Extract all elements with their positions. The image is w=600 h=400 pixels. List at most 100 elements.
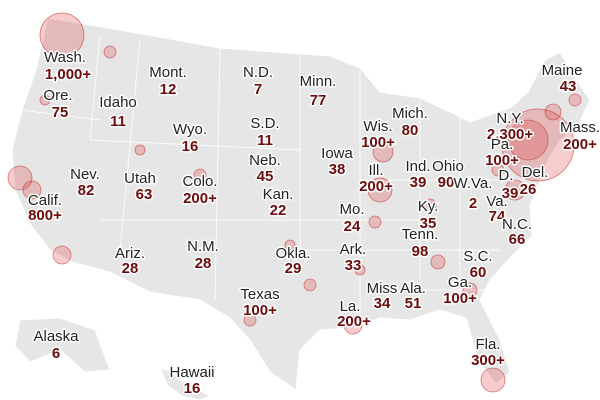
state-name: Mich.: [392, 105, 428, 122]
case-count: 24: [344, 218, 361, 235]
case-circle: [462, 282, 478, 298]
state-name: Maine: [542, 62, 583, 79]
state-name: S.C.: [463, 248, 492, 265]
case-circle: [491, 163, 505, 177]
case-circle: [480, 367, 506, 393]
case-circle: [284, 239, 296, 251]
case-circle: [354, 264, 366, 276]
case-count: 22: [270, 202, 287, 219]
state-name: Ala.: [400, 280, 426, 297]
state-name: N.D.: [243, 64, 273, 81]
case-count: 34: [374, 295, 391, 312]
state-name: Calif.: [28, 192, 62, 209]
state-name: Texas: [240, 286, 279, 303]
case-circle: [372, 141, 394, 163]
state-name: Ind.: [405, 158, 430, 175]
case-count: 43: [560, 78, 577, 95]
state-name: Ill.: [369, 162, 384, 179]
case-circle: [39, 12, 85, 58]
case-circle: [423, 198, 437, 212]
case-circle: [52, 245, 72, 265]
state-name: Alaska: [33, 328, 79, 345]
state-name: Pa.: [491, 136, 514, 153]
state-name: Okla.: [275, 245, 310, 262]
us-mainland: [11, 17, 591, 391]
case-count: 77: [310, 92, 327, 109]
case-circle: [504, 179, 526, 201]
state-name: Wash.: [44, 49, 86, 66]
state-borders: [19, 34, 530, 320]
state-name: Fla.: [475, 336, 500, 353]
case-count: 200+: [563, 136, 597, 153]
case-count: 75: [52, 104, 69, 121]
case-count: 11: [257, 132, 273, 149]
case-circle: [243, 313, 257, 327]
state-name: W.Va.: [454, 175, 493, 192]
case-circle: [22, 180, 42, 200]
case-circle: [507, 119, 549, 161]
case-count: 7: [254, 81, 262, 98]
case-circle: [501, 108, 575, 182]
case-count: 82: [78, 182, 95, 199]
state-name: D.: [499, 167, 514, 184]
state-name: Idaho: [99, 94, 137, 111]
case-count: 35: [420, 215, 437, 232]
case-circle: [103, 45, 117, 59]
case-count: 200+: [183, 190, 217, 207]
state-name: Nev.: [70, 166, 100, 183]
state-name: Iowa: [321, 145, 353, 162]
case-count: 100+: [443, 290, 477, 307]
case-count: 200+: [337, 313, 371, 330]
case-count: 26: [520, 181, 537, 198]
case-count: 66: [509, 231, 526, 248]
case-count: 800+: [28, 207, 62, 224]
state-name: Miss: [367, 280, 398, 297]
state-name: Mont.: [149, 64, 187, 81]
case-circle: [303, 278, 317, 292]
state-name: Va.: [486, 193, 507, 210]
state-name: Ore.: [43, 87, 72, 104]
case-count: 11: [110, 113, 126, 130]
case-count: 200+: [359, 178, 393, 195]
case-count: 2: [469, 195, 477, 212]
alaska: [14, 317, 111, 373]
case-count: 60: [470, 264, 487, 281]
case-count: 38: [329, 161, 346, 178]
case-count: 29: [285, 260, 302, 277]
case-count: 33: [345, 257, 362, 274]
case-count: 16: [182, 138, 199, 155]
case-count: 100+: [243, 302, 277, 319]
state-name: Kan.: [263, 186, 294, 203]
state-name: Wis.: [363, 118, 392, 135]
state-name: Ark.: [340, 241, 367, 258]
case-count: 100+: [485, 152, 519, 169]
case-count: 39: [410, 174, 427, 191]
case-count: 28: [122, 260, 139, 277]
case-circle: [193, 168, 207, 182]
case-count: 90: [438, 174, 455, 191]
land: [11, 17, 591, 400]
case-count: 74: [489, 208, 506, 225]
state-name: Neb.: [249, 152, 281, 169]
case-count: 51: [405, 295, 422, 312]
case-count: 16: [184, 380, 201, 397]
state-name: N.C.: [502, 216, 532, 233]
case-circle: [568, 93, 582, 107]
state-name: Minn.: [300, 73, 337, 90]
case-circle: [367, 177, 393, 203]
case-circle: [7, 165, 33, 191]
hawaii: [159, 367, 212, 400]
state-name: Ariz.: [115, 245, 145, 262]
case-count: 100+: [361, 134, 395, 151]
case-count: 28: [195, 255, 212, 272]
state-name: Ga.: [448, 274, 472, 291]
case-count: 98: [412, 243, 429, 260]
case-count: 39: [502, 185, 519, 202]
state-name: Del.: [522, 164, 549, 181]
state-name: Colo.: [182, 173, 217, 190]
border: [19, 34, 530, 320]
state-name: Hawaii: [169, 364, 214, 381]
state-name: N.M.: [187, 238, 219, 255]
